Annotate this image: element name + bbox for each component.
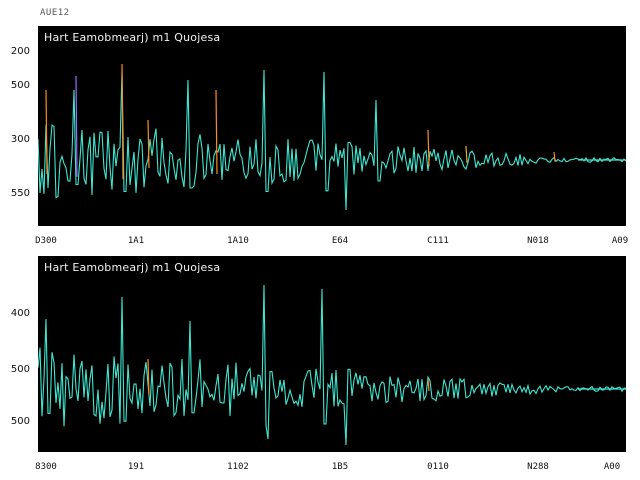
x-tick-label: A09 xyxy=(611,236,629,246)
y-tick-label: 300 xyxy=(10,134,30,145)
y-tick-label: 500 xyxy=(10,416,30,427)
x-axis-top: D300 1A1 1A10 E64 C111 N018 A09 xyxy=(32,236,632,248)
waveform-trace xyxy=(38,284,626,446)
x-tick-label: E64 xyxy=(331,236,349,246)
waveform-trace xyxy=(38,69,626,211)
waveform-accent-trace xyxy=(215,89,218,175)
panel-title: Hart Eamobmearj) m1 Quojesa xyxy=(44,31,221,44)
x-tick-label: 1B5 xyxy=(331,462,349,472)
waveform-panel-bottom[interactable]: Hart Eamobmearj) m1 Quojesa xyxy=(38,256,626,452)
waveform-accent-trace xyxy=(75,75,78,177)
y-tick-label: 200 xyxy=(10,46,30,57)
x-tick-label: N288 xyxy=(527,462,549,472)
waveform-plot xyxy=(38,284,626,446)
waveform-panel-top[interactable]: Hart Eamobmearj) m1 Quojesa xyxy=(38,26,626,226)
x-tick-label: C111 xyxy=(427,236,449,246)
y-tick-label: 400 xyxy=(10,308,30,319)
panel-title: Hart Eamobmearj) m1 Quojesa xyxy=(44,261,221,274)
waveform-accent-trace xyxy=(553,151,556,162)
x-tick-label: A00 xyxy=(603,462,621,472)
y-tick-label: 500 xyxy=(10,364,30,375)
x-axis-bottom: 8300 191 1102 1B5 0110 N288 A00 xyxy=(32,462,632,474)
x-tick-label: N018 xyxy=(527,236,549,246)
header-label: AUE12 xyxy=(40,8,70,18)
x-tick-label: 191 xyxy=(127,462,145,472)
waveform-plot xyxy=(38,63,626,211)
waveform-accent-trace xyxy=(427,378,430,392)
x-tick-label: 8300 xyxy=(35,462,57,472)
waveform-accent-trace xyxy=(147,119,150,169)
x-tick-label: 1A10 xyxy=(227,236,249,246)
waveform-accent-trace xyxy=(147,358,150,396)
x-tick-label: 1A1 xyxy=(127,236,145,246)
waveform-accent-trace xyxy=(45,89,48,175)
y-tick-label: 500 xyxy=(10,80,30,91)
waveform-accent-trace xyxy=(121,63,124,180)
x-tick-label: D300 xyxy=(35,236,57,246)
waveform-accent-trace xyxy=(427,129,430,167)
x-tick-label: 0110 xyxy=(427,462,449,472)
y-tick-label: 550 xyxy=(10,188,30,199)
waveform-accent-trace xyxy=(465,145,468,163)
x-tick-label: 1102 xyxy=(227,462,249,472)
